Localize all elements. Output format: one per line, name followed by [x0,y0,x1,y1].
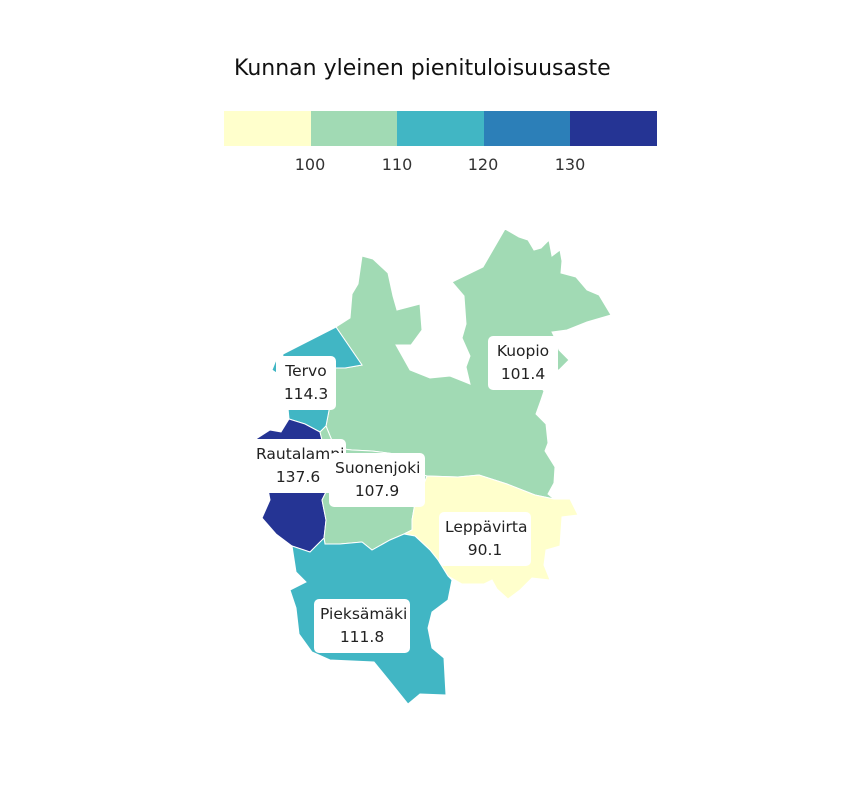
label-suonenjoki: Suonenjoki 107.9 [329,453,425,507]
label-suonenjoki-value: 107.9 [354,482,400,500]
label-tervo: Tervo 114.3 [276,356,336,410]
label-leppavirta: Leppävirta 90.1 [439,512,531,566]
label-suonenjoki-name: Suonenjoki [335,459,421,477]
legend-tick-110: 110 [381,155,413,174]
label-pieksamaki: Pieksämäki 111.8 [314,599,410,653]
legend-swatch-2 [310,111,397,146]
label-kuopio-name: Kuopio [496,342,550,360]
label-pieksamaki-value: 111.8 [339,628,385,646]
color-legend [224,111,657,146]
label-leppavirta-value: 90.1 [467,541,503,559]
label-leppavirta-name: Leppävirta [445,518,528,536]
legend-swatch-3 [397,111,484,146]
label-pieksamaki-name: Pieksämäki [320,605,408,623]
legend-tick-130: 130 [554,155,586,174]
legend-title: Kunnan yleinen pienituloisuusaste [234,56,611,81]
label-tervo-value: 114.3 [283,385,329,403]
label-kuopio: Kuopio 101.4 [488,336,558,390]
legend-swatch-4 [483,111,570,146]
label-rautalampi-name: Rautalampi [256,445,345,463]
legend-swatch-5 [570,111,657,146]
legend-tick-100: 100 [294,155,326,174]
legend-swatch-1 [224,111,311,146]
legend-tick-120: 120 [467,155,499,174]
label-rautalampi-value: 137.6 [275,468,321,486]
label-tervo-name: Tervo [285,362,327,380]
label-kuopio-value: 101.4 [500,365,546,383]
